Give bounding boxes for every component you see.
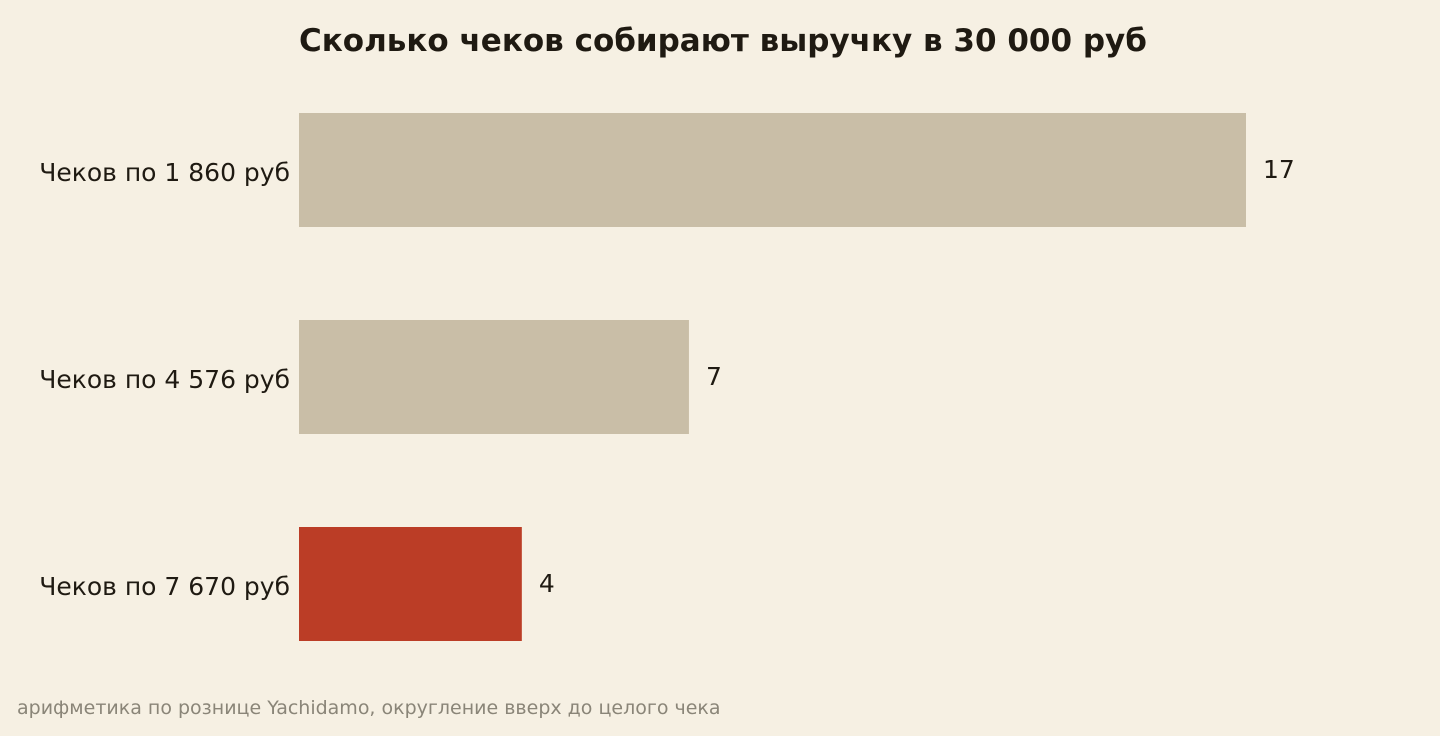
- bars-group: [299, 113, 1246, 641]
- category-label-1: Чеков по 1 860 руб: [39, 158, 290, 187]
- bar-3: [299, 527, 522, 641]
- chart-title: Сколько чеков собирают выручку в 30 000 …: [299, 23, 1147, 59]
- category-label-3: Чеков по 7 670 руб: [39, 572, 290, 601]
- chart-footnote: арифметика по рознице Yachidamo, округле…: [17, 697, 721, 719]
- value-label-3: 4: [539, 569, 555, 598]
- bar-2: [299, 320, 689, 434]
- value-label-2: 7: [706, 362, 722, 391]
- bar-1: [299, 113, 1246, 227]
- category-label-2: Чеков по 4 576 руб: [39, 365, 290, 394]
- labels-group: Чеков по 1 860 руб 17 Чеков по 4 576 руб 7 Ч…: [39, 155, 1295, 601]
- value-label-1: 17: [1263, 155, 1295, 184]
